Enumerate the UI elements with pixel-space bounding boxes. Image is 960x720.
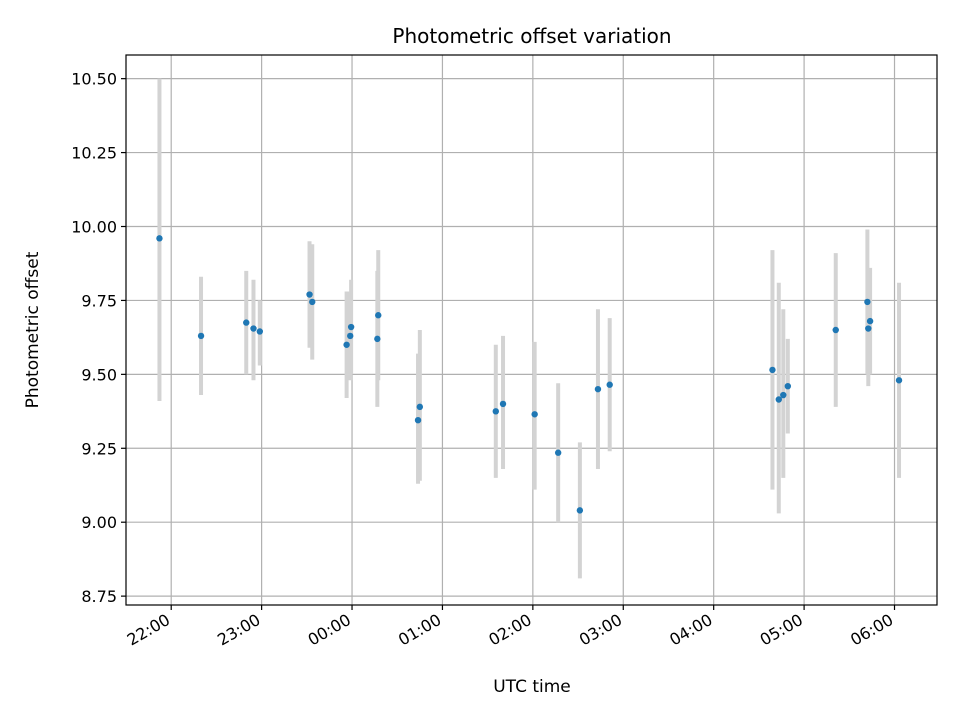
y-tick-label: 9.00 [81, 513, 117, 532]
data-point [309, 298, 316, 306]
data-point [832, 326, 839, 334]
y-tick-label: 10.50 [71, 70, 117, 89]
data-point [554, 449, 562, 456]
data-point [250, 325, 257, 332]
x-axis-ticks: 22:00 23:00 00:00 01:00 02:00 03:00 04:00 05:00… [124, 605, 897, 650]
data-point [594, 385, 602, 393]
data-point [865, 325, 872, 332]
data-point [416, 403, 424, 411]
x-tick-label: 01:00 [395, 610, 444, 650]
x-axis-label: UTC time [493, 677, 571, 697]
data-point [499, 400, 507, 408]
data-point [347, 323, 355, 331]
grid [126, 55, 937, 605]
data-point [375, 312, 382, 319]
data-point [414, 416, 422, 424]
y-axis-label: Photometric offset [23, 251, 43, 408]
data-point [576, 507, 584, 514]
y-axis-ticks: 8.75 9.00 9.25 9.50 9.75 10.00 10.25 10.50 [71, 70, 126, 606]
x-tick-label: 05:00 [757, 610, 806, 650]
x-tick-label: 03:00 [576, 610, 625, 650]
data-point [243, 319, 250, 326]
y-tick-label: 9.75 [81, 291, 117, 310]
x-tick-label: 06:00 [847, 610, 896, 650]
y-tick-label: 10.25 [71, 144, 117, 163]
data-point [492, 408, 499, 415]
data-point [343, 341, 350, 348]
error-bars [157, 78, 902, 579]
x-tick-label: 02:00 [485, 610, 534, 650]
x-tick-label: 00:00 [305, 610, 354, 650]
plot-frame [125, 54, 938, 606]
data-point [784, 382, 792, 390]
data-point [895, 377, 903, 384]
y-tick-label: 9.50 [81, 365, 117, 384]
data-point [256, 328, 264, 335]
data-point [306, 291, 313, 298]
data-points [156, 235, 903, 514]
x-tick-label: 23:00 [214, 610, 263, 650]
data-point [864, 298, 871, 306]
y-tick-label: 10.00 [71, 218, 117, 237]
data-point [769, 366, 776, 374]
data-point [606, 381, 613, 388]
data-point [347, 332, 354, 340]
data-point [197, 332, 205, 340]
data-point [156, 235, 163, 242]
data-point [866, 317, 874, 325]
x-tick-label: 04:00 [666, 610, 715, 650]
data-point [780, 391, 787, 399]
y-tick-label: 9.25 [81, 439, 117, 458]
y-tick-label: 8.75 [81, 587, 117, 606]
data-point [775, 396, 782, 403]
data-point [374, 335, 381, 343]
chart-title: Photometric offset variation [392, 24, 671, 48]
x-tick-label: 22:00 [124, 610, 173, 650]
data-point [531, 411, 538, 418]
